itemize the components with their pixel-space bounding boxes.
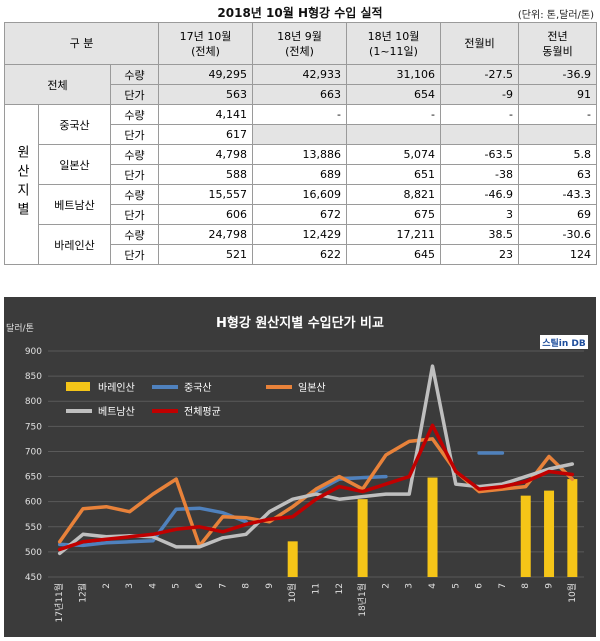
x-tick-label: 18년1월 <box>356 583 368 617</box>
line-베트남산 <box>57 364 575 556</box>
x-tick-label: 5 <box>451 583 461 589</box>
origin-row-bahrain-qty: 바레인산 수량 24,798 12,429 17,211 38.5 -30.6 <box>5 224 598 265</box>
origin-group-label: 원산지별 <box>4 104 39 265</box>
x-tick-label: 12 <box>335 583 345 594</box>
x-tick-label: 7 <box>498 583 508 589</box>
x-tick-label: 17년11월 <box>53 583 65 622</box>
x-tick-label: 4 <box>148 583 158 589</box>
y-tick-label: 900 <box>25 347 42 357</box>
header-col5: 전년 동월비 <box>518 22 598 65</box>
x-tick-label: 11 <box>312 583 322 594</box>
header-category: 구 분 <box>3 22 160 65</box>
header-col4: 전월비 <box>440 22 520 65</box>
y-tick-label: 700 <box>25 447 42 457</box>
x-tick-label: 8 <box>242 583 252 589</box>
x-tick-label: 5 <box>172 583 182 589</box>
bar-bahrain <box>567 479 578 577</box>
y-tick-label: 550 <box>25 523 42 533</box>
origin-row-china-qty: 원산지별 중국산 수량 4,141 - - - - <box>4 104 598 265</box>
bar-bahrain <box>427 477 438 577</box>
x-tick-label: 7 <box>218 583 228 589</box>
line-중국산 <box>57 451 505 548</box>
total-qty-row: 전체 수량 49,295 42,933 31,106 -27.5 -36.9 <box>4 64 598 105</box>
y-tick-label: 850 <box>25 372 42 382</box>
header-col3: 18년 10월 (1~11일) <box>346 22 442 65</box>
x-tick-label: 10월 <box>566 583 578 603</box>
x-tick-label: 10월 <box>286 583 298 603</box>
origin-row-china-price: 단가 617 <box>5 124 598 145</box>
price-chart: H형강 원산지별 수입단가 비교 달러/톤 스틸in DB 450 500 550 6… <box>4 297 596 637</box>
origin-row-japan-price: 단가 588 689 651 -38 63 <box>5 164 598 185</box>
legend-label: 바레인산 <box>98 382 135 394</box>
legend-swatch <box>66 382 90 391</box>
bar-bahrain <box>287 541 298 577</box>
bar-bahrain <box>520 495 531 577</box>
header-col1: 17년 10월 (전체) <box>158 22 254 65</box>
total-label: 전체 <box>4 64 111 105</box>
x-tick-label: 2 <box>381 583 391 589</box>
origin-row-japan-qty: 일본산 수량 4,798 13,886 5,074 -63.5 5.8 <box>5 144 598 185</box>
legend-label: 전체평균 <box>184 406 221 418</box>
x-tick-label: 3 <box>405 583 415 589</box>
header-col2: 18년 9월 (전체) <box>252 22 348 65</box>
table-title: 2018년 10월 H형강 수입 실적 <box>217 6 383 20</box>
x-tick-label: 4 <box>428 583 438 589</box>
import-table: 구 분 17년 10월 (전체) 18년 9월 (전체) 18년 10월 (1~11일… <box>3 22 598 265</box>
origin-row-vietnam-qty: 베트남산 수량 15,557 16,609 8,821 -46.9 -43.3 <box>5 184 598 225</box>
y-tick-label: 450 <box>25 573 42 583</box>
bar-bahrain <box>544 490 555 577</box>
line-전체평균 <box>57 423 575 552</box>
y-tick-label: 600 <box>25 498 42 508</box>
y-tick-label: 500 <box>25 548 42 558</box>
x-tick-label: 8 <box>521 583 531 589</box>
chart-title: H형강 원산지별 수입단가 비교 <box>216 315 384 331</box>
legend-label: 베트남산 <box>98 406 135 418</box>
unit-note: (단위: 톤,달러/톤) <box>517 10 594 21</box>
x-tick-label: 9 <box>265 583 275 589</box>
header-row: 구 분 17년 10월 (전체) 18년 9월 (전체) 18년 10월 (1~11일… <box>3 22 598 65</box>
line-일본산 <box>57 437 575 548</box>
x-tick-label: 12월 <box>76 583 88 603</box>
y-axis-label: 달러/톤 <box>6 322 34 334</box>
x-tick-label: 6 <box>195 583 205 589</box>
x-tick-label: 3 <box>125 583 135 589</box>
x-tick-label: 2 <box>102 583 112 589</box>
x-tick-label: 6 <box>475 583 485 589</box>
legend-label: 일본산 <box>298 382 326 394</box>
origin-row-bahrain-price: 단가 521 622 645 23 124 <box>5 244 598 265</box>
x-tick-label: 9 <box>545 583 555 589</box>
bar-bahrain <box>357 499 368 577</box>
y-tick-label: 650 <box>25 473 42 483</box>
y-tick-label: 750 <box>25 422 42 432</box>
chart-svg: H형강 원산지별 수입단가 비교 달러/톤 스틸in DB 450 500 550 6… <box>6 315 588 622</box>
watermark-box <box>540 335 588 349</box>
total-price-row: 단가 563 663 654 -9 91 <box>4 84 598 105</box>
watermark: 스틸in DB <box>540 335 588 349</box>
origin-row-vietnam-price: 단가 606 672 675 3 69 <box>5 204 598 225</box>
legend-label: 중국산 <box>184 382 212 394</box>
y-tick-label: 800 <box>25 397 42 407</box>
watermark-text: 스틸in DB <box>542 337 586 349</box>
